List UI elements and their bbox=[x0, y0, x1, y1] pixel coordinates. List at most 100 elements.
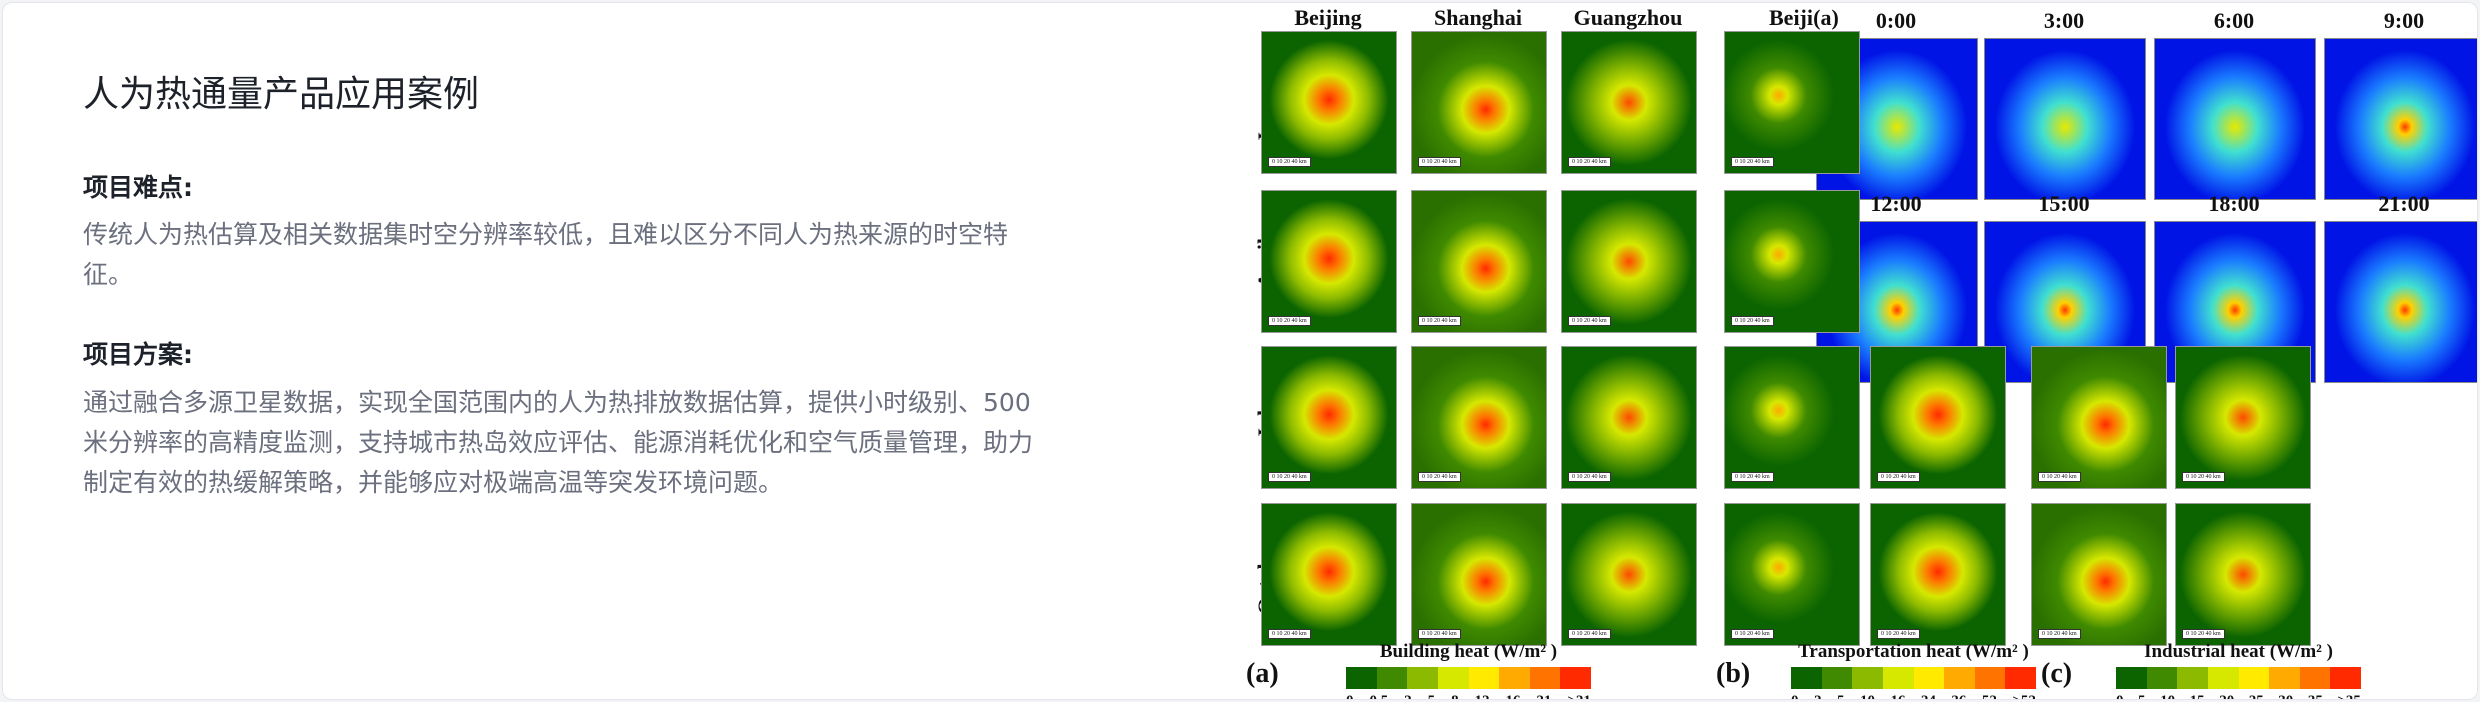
tick-label: 10 bbox=[2160, 693, 2175, 699]
text-line: 米分辨率的高精度监测，支持城市热岛效应评估、能源消耗优化和空气质量管理，助力 bbox=[83, 428, 1034, 457]
hour-label: 9:00 bbox=[2383, 8, 2425, 33]
tick-label: 15 bbox=[2190, 693, 2205, 699]
scale-bar: 0 10 20 40 km bbox=[1568, 316, 1611, 326]
tick-label: 20 bbox=[2219, 693, 2234, 699]
tick-label: 5 bbox=[2138, 693, 2146, 699]
scale-bar: 0 10 20 40 km bbox=[1418, 472, 1461, 482]
tick-label: >21 bbox=[1567, 693, 1591, 699]
heat-map: 0 10 20 40 km bbox=[1870, 346, 2006, 489]
legend-0: Building heat (W/m² ) 0 0.5 2 5 8 12 16 21 >21 bbox=[1346, 641, 1591, 699]
color-swatch bbox=[1560, 667, 1591, 689]
scale-bar: 0 10 20 40 km bbox=[2038, 629, 2081, 639]
tick-label: 0.5 bbox=[1369, 693, 1388, 699]
heat-map: 0 10 20 40 km bbox=[1724, 503, 1860, 646]
color-swatch bbox=[2238, 667, 2270, 689]
difficulty-text: 传统人为热估算及相关数据集时空分辨率较低，且难以区分不同人为热来源的时空特 征。 bbox=[83, 215, 1163, 295]
heat-map: 0 10 20 40 km bbox=[1724, 346, 1860, 489]
hour-label: 0:00 bbox=[1875, 8, 1917, 33]
scale-bar: 0 10 20 40 km bbox=[1418, 629, 1461, 639]
color-swatch bbox=[1882, 667, 1914, 689]
column-header: Beiji bbox=[1769, 5, 1813, 30]
heat-map: 0 10 20 40 km bbox=[1870, 503, 2006, 646]
scale-bar: 0 10 20 40 km bbox=[2182, 629, 2225, 639]
text-line: 制定有效的热缓解策略，并能够应对极端高温等突发环境问题。 bbox=[83, 468, 784, 497]
color-swatch bbox=[1852, 667, 1883, 689]
tick-label: 2 bbox=[1404, 693, 1412, 699]
column-header: Shanghai bbox=[1433, 5, 1523, 30]
scale-bar: 0 10 20 40 km bbox=[1731, 316, 1774, 326]
tick-label: 10 bbox=[1860, 693, 1875, 699]
scale-bar: 0 10 20 40 km bbox=[2182, 472, 2225, 482]
column-header: Beijing bbox=[1294, 5, 1362, 30]
heat-map: 0 10 20 40 km bbox=[1561, 346, 1697, 489]
hour-label: 6:00 bbox=[2213, 8, 2255, 33]
tick-label: 0 bbox=[1791, 693, 1799, 699]
tick-label: 30 bbox=[2278, 693, 2293, 699]
heat-map: 0 10 20 40 km bbox=[2031, 503, 2167, 646]
anthropogenic-heat-figure: (a) 0:00 3:00 6:00 9:00 12:00 15:00 18:00 21:00… bbox=[1236, 3, 2477, 699]
tick-label: 25 bbox=[2249, 693, 2264, 699]
tick-label: >35 bbox=[2337, 693, 2361, 699]
page-title: 人为热通量产品应用案例 bbox=[83, 74, 480, 115]
tick-label: 5 bbox=[1837, 693, 1845, 699]
legend-title: Building heat (W/m² ) bbox=[1379, 641, 1558, 662]
heat-map: 0 10 20 40 km bbox=[1411, 190, 1547, 333]
heat-map: 0 10 20 40 km bbox=[1411, 346, 1547, 489]
color-swatch bbox=[1944, 667, 1975, 689]
heat-map: 0 10 20 40 km bbox=[1411, 31, 1547, 174]
scale-bar: 0 10 20 40 km bbox=[1877, 472, 1920, 482]
panel-label: (b) bbox=[1716, 658, 1751, 689]
tick-label: 35 bbox=[2308, 693, 2323, 699]
legend-ticks: 0 0.5 2 5 8 12 16 21 >21 bbox=[1346, 693, 1591, 699]
hourly-heat-map bbox=[2324, 38, 2477, 200]
panel-label: (c) bbox=[2041, 658, 2073, 689]
heat-map: 0 10 20 40 km bbox=[1261, 346, 1397, 489]
color-swatch bbox=[1791, 667, 1822, 689]
tick-label: 5 bbox=[1428, 693, 1436, 699]
scale-bar: 0 10 20 40 km bbox=[1731, 472, 1774, 482]
hour-label: 12:00 bbox=[1870, 191, 1922, 216]
scale-bar: 0 10 20 40 km bbox=[2038, 472, 2081, 482]
hourly-heat-map bbox=[1984, 38, 2146, 200]
scale-bar: 0 10 20 40 km bbox=[1268, 629, 1311, 639]
hourly-heat-map bbox=[2154, 38, 2316, 200]
heat-map: 0 10 20 40 km bbox=[1261, 503, 1397, 646]
scale-bar: 0 10 20 40 km bbox=[1418, 316, 1461, 326]
heat-map: 0 10 20 40 km bbox=[1561, 31, 1697, 174]
color-swatch bbox=[2177, 667, 2208, 689]
scale-bar: 0 10 20 40 km bbox=[1877, 629, 1920, 639]
tick-label: 16 bbox=[1505, 693, 1520, 699]
color-swatch bbox=[1974, 667, 2006, 689]
color-swatch bbox=[1376, 667, 1408, 689]
scale-bar: 0 10 20 40 km bbox=[1731, 629, 1774, 639]
color-swatch bbox=[1913, 667, 1945, 689]
tick-label: 8 bbox=[1451, 693, 1459, 699]
solution-text: 通过融合多源卫星数据，实现全国范围内的人为热排放数据估算，提供小时级别、500 … bbox=[83, 383, 1163, 503]
heat-map: 0 10 20 40 km bbox=[1261, 190, 1397, 333]
color-swatch bbox=[1437, 667, 1469, 689]
scale-bar: 0 10 20 40 km bbox=[1418, 157, 1461, 167]
legend-ticks: 0 5 10 15 20 25 30 35 >35 bbox=[2116, 693, 2361, 699]
panel-label: (a) bbox=[1246, 658, 1279, 689]
tick-label: 16 bbox=[1890, 693, 1905, 699]
legend-title: Industrial heat (W/m² ) bbox=[2144, 641, 2333, 662]
scale-bar: 0 10 20 40 km bbox=[1268, 157, 1311, 167]
solution-heading: 项目方案: bbox=[83, 340, 193, 369]
color-swatch bbox=[2116, 667, 2147, 689]
tick-label: 52 bbox=[1982, 693, 1997, 699]
scale-bar: 0 10 20 40 km bbox=[1268, 472, 1311, 482]
text-line: 通过融合多源卫星数据，实现全国范围内的人为热排放数据估算，提供小时级别、500 bbox=[83, 388, 1031, 417]
hour-label: 21:00 bbox=[2378, 191, 2430, 216]
color-swatch bbox=[1529, 667, 1561, 689]
heat-map: 0 10 20 40 km bbox=[1561, 190, 1697, 333]
heat-map: 0 10 20 40 km bbox=[2031, 346, 2167, 489]
legend-1: Transportation heat (W/m² ) 0 2 5 10 16 24 36 52… bbox=[1791, 641, 2036, 699]
scale-bar: 0 10 20 40 km bbox=[1568, 629, 1611, 639]
color-swatch bbox=[1468, 667, 1500, 689]
legend-2: Industrial heat (W/m² ) 0 5 10 15 20 25 30 35 >35 bbox=[2116, 641, 2361, 699]
color-swatch bbox=[2269, 667, 2300, 689]
heat-map: 0 10 20 40 km bbox=[1261, 31, 1397, 174]
legend-ticks: 0 2 5 10 16 24 36 52 >52 bbox=[1791, 693, 2036, 699]
heat-map: 0 10 20 40 km bbox=[1724, 190, 1860, 333]
